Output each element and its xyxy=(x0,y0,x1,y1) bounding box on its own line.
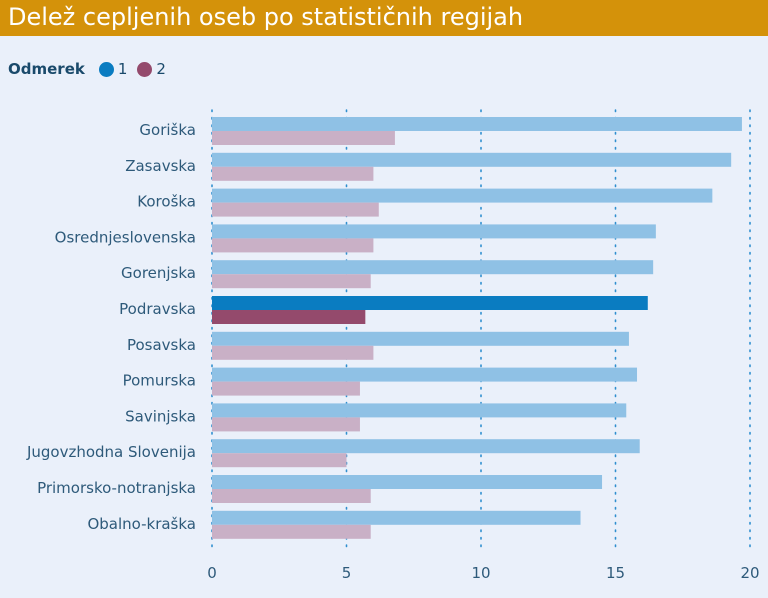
bar-gori-ka-dose-2 xyxy=(212,131,395,145)
bar-savinjska-dose-2 xyxy=(212,417,360,432)
legend-label-dose-2: 2 xyxy=(156,60,166,78)
bar-savinjska-dose-1 xyxy=(212,403,627,418)
bar-gorenjska-dose-1 xyxy=(212,260,654,275)
bar-zasavska-dose-1 xyxy=(212,152,732,167)
x-tick-label-20: 20 xyxy=(740,564,759,582)
legend: Odmerek 1 2 xyxy=(8,58,176,80)
bar-primorsko-notranjska-dose-2 xyxy=(212,489,371,503)
legend-swatch-dose-2 xyxy=(137,61,153,77)
title-bar: Delež cepljenih oseb po statističnih reg… xyxy=(0,0,768,36)
category-label-pomurska: Pomurska xyxy=(123,372,196,390)
bar-jugovzhodna-slovenija-dose-1 xyxy=(212,439,640,454)
category-label-koro-ka: Koroška xyxy=(137,193,196,211)
bar-obalno-kra-ka-dose-2 xyxy=(212,524,371,539)
x-tick-label-5: 5 xyxy=(342,564,352,582)
category-label-primorsko-notranjska: Primorsko-notranjska xyxy=(37,479,196,497)
category-label-gorenjska: Gorenjska xyxy=(121,264,196,282)
legend-label-dose-1: 1 xyxy=(117,60,128,78)
bar-koro-ka-dose-1 xyxy=(212,188,713,203)
bar-podravska-dose-1 xyxy=(212,296,648,310)
category-label-osrednjeslovenska: Osrednjeslovenska xyxy=(55,228,196,246)
bar-pomurska-dose-1 xyxy=(212,367,638,382)
bar-posavska-dose-2 xyxy=(212,345,374,360)
category-label-obalno-kra-ka: Obalno-kraška xyxy=(87,515,196,533)
bar-primorsko-notranjska-dose-1 xyxy=(212,475,603,489)
bar-posavska-dose-1 xyxy=(212,331,629,346)
legend-swatch-dose-1 xyxy=(98,61,114,77)
x-tick-label-10: 10 xyxy=(471,564,490,582)
chart-title: Delež cepljenih oseb po statističnih reg… xyxy=(8,3,524,31)
bar-jugovzhodna-slovenija-dose-2 xyxy=(212,453,347,468)
bar-pomurska-dose-2 xyxy=(212,381,360,396)
x-tick-label-0: 0 xyxy=(207,564,217,582)
category-label-zasavska: Zasavska xyxy=(125,157,196,175)
bar-osrednjeslovenska-dose-1 xyxy=(212,224,656,239)
x-tick-label-15: 15 xyxy=(606,564,625,582)
legend-title: Odmerek xyxy=(8,60,85,78)
category-label-podravska: Podravska xyxy=(119,300,196,318)
bar-podravska-dose-2 xyxy=(212,310,366,324)
bar-obalno-kra-ka-dose-1 xyxy=(212,510,581,525)
category-label-savinjska: Savinjska xyxy=(125,407,196,425)
bar-zasavska-dose-2 xyxy=(212,166,374,181)
category-label-gori-ka: Goriška xyxy=(139,121,196,139)
bar-koro-ka-dose-2 xyxy=(212,202,379,217)
bar-osrednjeslovenska-dose-2 xyxy=(212,238,374,253)
category-label-jugovzhodna-slovenija: Jugovzhodna Slovenija xyxy=(26,443,196,461)
bar-gori-ka-dose-1 xyxy=(212,117,742,131)
bar-gorenjska-dose-2 xyxy=(212,274,371,289)
category-label-posavska: Posavska xyxy=(127,336,196,354)
